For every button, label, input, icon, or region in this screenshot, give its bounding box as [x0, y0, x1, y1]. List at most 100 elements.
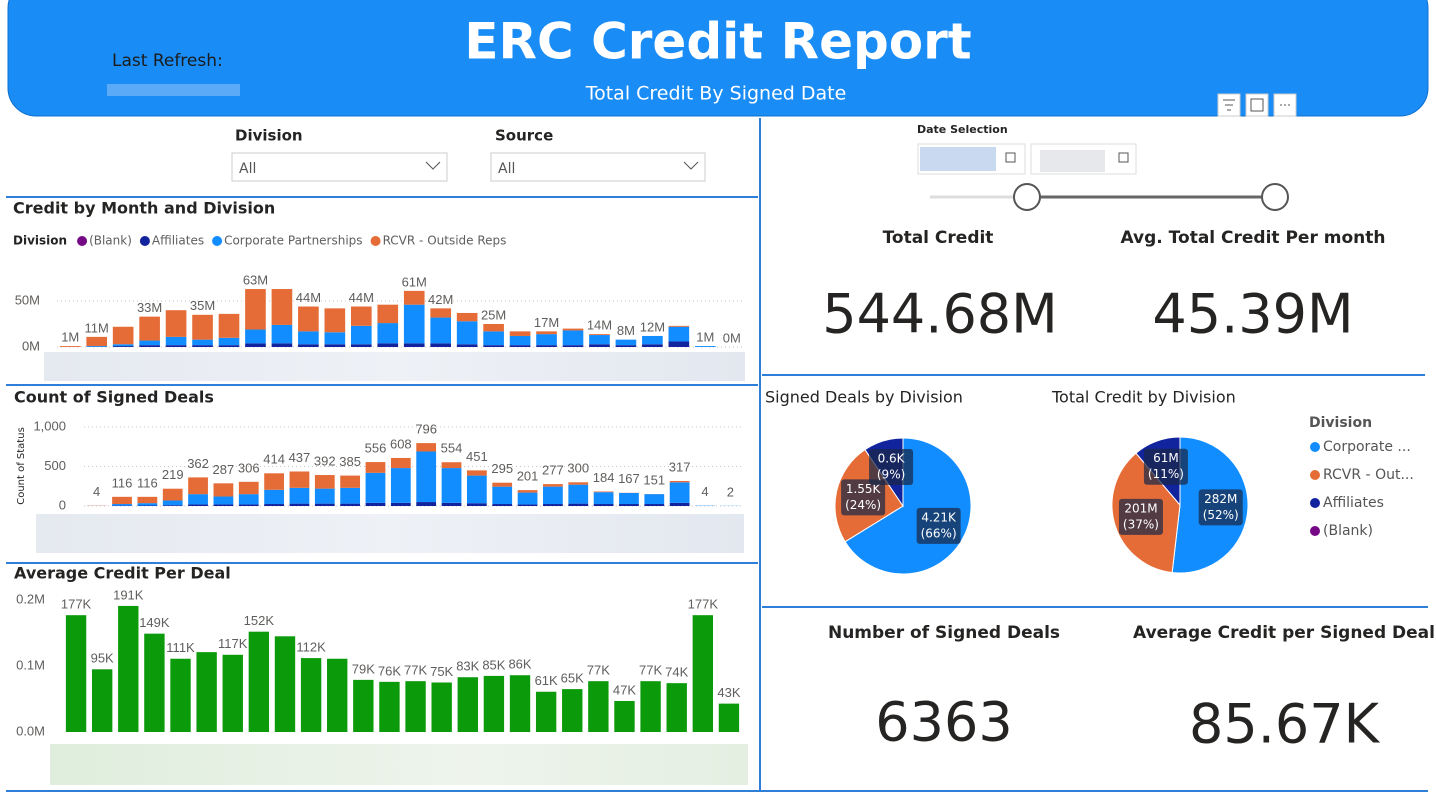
scroll-zoom[interactable] [50, 744, 748, 785]
bar-segment [441, 468, 462, 503]
bar-segment [466, 470, 487, 476]
kpi-label: Avg. Total Credit Per month [1121, 228, 1386, 248]
bar [170, 658, 191, 732]
bar-segment [238, 504, 259, 506]
calendar-icon[interactable] [1118, 152, 1129, 163]
y-tick-label: 0M [22, 338, 40, 353]
kpi-label: Total Credit [883, 228, 994, 248]
dropdown[interactable] [490, 152, 706, 182]
data-label: 219 [162, 467, 184, 482]
focus-glyph [1250, 98, 1264, 112]
legend-label: Affiliates [1323, 495, 1384, 511]
bar-segment [59, 346, 81, 347]
data-label: (11%) [1148, 467, 1184, 481]
data-label: 300 [567, 461, 589, 476]
bar-segment [112, 496, 132, 505]
bar-segment [137, 496, 158, 504]
dropdown[interactable] [231, 152, 448, 182]
chart-title: Average Credit Per Deal [14, 564, 231, 583]
bar-segment [86, 336, 108, 347]
data-label: 61M [402, 274, 427, 289]
bar-segment [441, 462, 462, 469]
data-label: 76K [378, 663, 401, 678]
data-label: 116 [137, 475, 158, 490]
bar-segment [668, 326, 690, 342]
bar-segment [340, 475, 361, 488]
data-label: 201 [517, 469, 539, 484]
filter-glyph [1223, 99, 1235, 111]
data-label: (66%) [921, 526, 957, 540]
data-label: 392 [314, 453, 336, 468]
focus-icon[interactable] [1245, 93, 1269, 117]
dropdown-value[interactable]: All [498, 161, 515, 177]
y-tick-label: 1,000 [33, 418, 66, 433]
bar-segment [213, 483, 234, 497]
slicer-label: Date Selection [917, 123, 1008, 136]
bar-segment [509, 345, 531, 347]
data-label: 177K [61, 597, 92, 612]
data-label: 35M [190, 298, 215, 313]
data-label: 61K [535, 673, 558, 688]
kpi-value: 6363 [875, 691, 1012, 754]
bar-segment [456, 312, 478, 322]
bar-segment [365, 462, 386, 473]
bar-segment [298, 344, 319, 347]
scroll-zoom[interactable] [36, 514, 744, 553]
bar-segment [340, 487, 361, 504]
slider-thumb[interactable] [1013, 183, 1041, 211]
data-label: 44M [349, 290, 374, 305]
data-label: 79K [352, 661, 375, 676]
scroll-zoom[interactable] [44, 352, 745, 381]
bar-segment [430, 308, 452, 318]
data-label: 61M [1153, 451, 1179, 465]
bar-segment [314, 475, 335, 489]
bar-segment [492, 504, 513, 506]
data-label: 17M [534, 315, 559, 330]
legend-marker [1310, 470, 1320, 480]
bar-segment [483, 324, 504, 332]
data-label: 117K [218, 636, 248, 651]
bar-segment [238, 481, 259, 495]
bar-segment [324, 344, 346, 347]
date-blurred [920, 147, 996, 171]
data-label: 201M [1124, 501, 1157, 515]
data-label: 4.21K [921, 510, 957, 524]
bar-segment [365, 472, 386, 503]
data-label: 4 [701, 484, 708, 499]
bar-segment [644, 504, 665, 506]
data-label: 1M [61, 330, 79, 345]
bar-segment [456, 344, 478, 347]
bar-segment [192, 314, 213, 340]
dropdown-value[interactable]: All [239, 161, 256, 177]
data-label: 11M [85, 320, 109, 335]
y-tick-label: 0.0M [16, 723, 45, 738]
bar [614, 700, 635, 732]
bar-segment [562, 330, 584, 346]
data-label: 451 [466, 449, 488, 464]
chart-title: Count of Signed Deals [14, 388, 214, 407]
bar-segment [466, 503, 487, 506]
bar [118, 605, 139, 732]
calendar-icon[interactable] [1005, 152, 1016, 163]
bar [379, 681, 400, 732]
bar-segment [245, 329, 266, 344]
legend-marker [1310, 498, 1320, 508]
data-label: 8M [617, 323, 635, 338]
legend-label: Corporate ... [1323, 439, 1411, 455]
data-label: 556 [365, 441, 387, 456]
kpi-value: 544.68M [822, 283, 1058, 346]
bar-segment [517, 504, 538, 506]
dividers [6, 118, 1428, 792]
data-label: 1.55K [846, 482, 882, 496]
bar-segment [350, 306, 372, 326]
bar-segment [137, 503, 158, 506]
y-tick-label: 50M [15, 292, 40, 307]
data-label: 42M [428, 292, 453, 307]
slider-thumb[interactable] [1261, 183, 1289, 211]
bar-segment [615, 345, 637, 347]
visual-icons[interactable] [1217, 93, 1297, 117]
bar-segment [162, 488, 183, 501]
bar-segment [238, 494, 259, 505]
bar-segment [245, 343, 266, 347]
bar-segment [589, 335, 610, 345]
